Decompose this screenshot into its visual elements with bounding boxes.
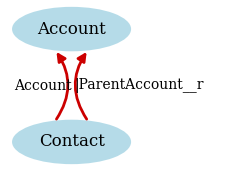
FancyArrowPatch shape [75,55,87,119]
Text: Contact: Contact [39,133,104,150]
Text: Account: Account [37,21,106,38]
Ellipse shape [12,7,131,51]
Text: Account: Account [14,78,72,93]
Ellipse shape [12,120,131,164]
FancyArrowPatch shape [56,55,68,119]
Text: |ParentAccount__r: |ParentAccount__r [74,78,203,93]
